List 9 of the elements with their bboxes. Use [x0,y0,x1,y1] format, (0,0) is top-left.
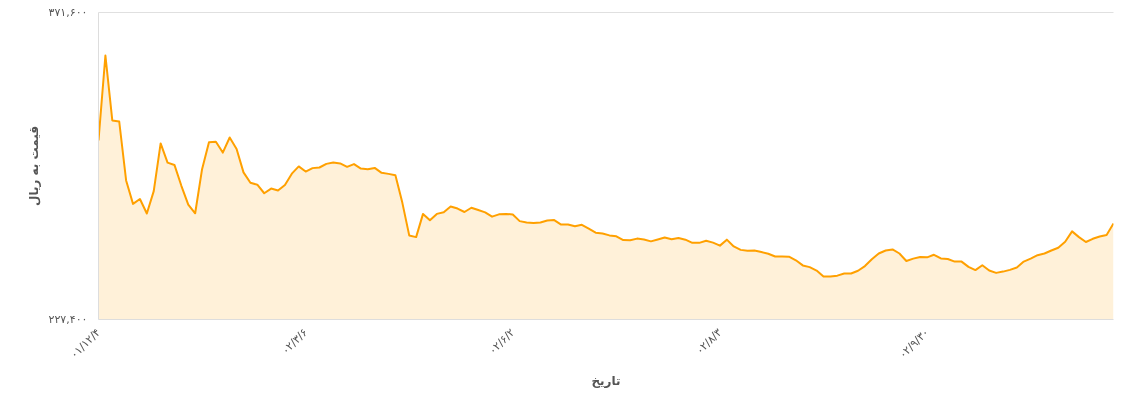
x-tick-label: ۰۲/۹/۳۰ [896,325,932,362]
x-tick-label: ۰۲/۶/۲ [486,325,518,358]
y-axis-title: قیمت به ریال [26,126,41,206]
x-axis-title: تاریخ [591,373,621,388]
y-tick-label: ۲۲۷,۴۰۰ [48,313,88,326]
x-tick-label: ۰۲/۸/۳ [693,325,725,358]
y-tick-label: ۳۷۱,۶۰۰ [48,6,88,19]
x-tick-label: ۰۲/۳/۶ [279,325,311,358]
x-tick-label: ۰۱/۱۲/۴ [67,325,104,362]
